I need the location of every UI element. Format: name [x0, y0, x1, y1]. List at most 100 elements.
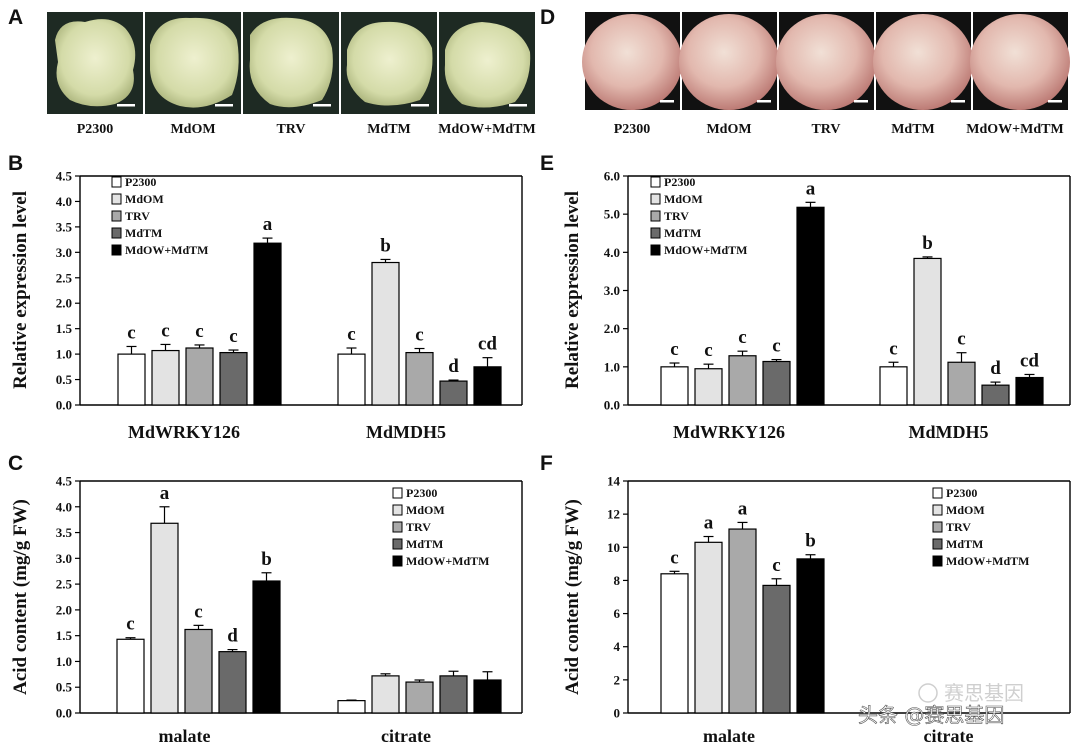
significance-letter: a: [263, 214, 273, 235]
photo-label-d-3: TRV: [811, 122, 840, 137]
legend-swatch-mdtm: [392, 538, 403, 550]
legend-label-mdom: MdOM: [125, 192, 164, 206]
y-tick-label: 2.0: [56, 602, 72, 617]
bar-trv-citrate: [405, 681, 434, 714]
y-tick-label: 0.5: [56, 372, 73, 387]
significance-letter: c: [772, 336, 780, 357]
bar-mdom-malate: [150, 522, 179, 714]
bar-mdom-malate: [694, 541, 723, 714]
photo-tile-callus-mdtm: [341, 12, 437, 114]
y-tick-label: 4.5: [56, 474, 73, 489]
y-tick-label: 2: [614, 672, 621, 687]
significance-letter: c: [347, 324, 355, 345]
y-tick-label: 3.0: [604, 283, 620, 298]
photo-tile-apple-p2300: [582, 12, 682, 110]
legend-swatch-mdtm: [932, 538, 943, 550]
legend-swatch-p2300: [650, 176, 661, 188]
legend-swatch-p2300: [111, 176, 122, 188]
significance-letter: a: [806, 178, 816, 199]
photo-label-a-4: MdTM: [367, 122, 411, 137]
legend-swatch-mdtm: [111, 227, 122, 239]
photo-tile-callus-mdow-mdtm: [439, 12, 535, 114]
y-tick-label: 3.0: [56, 245, 72, 260]
y-tick-label: 2.5: [56, 577, 73, 592]
y-axis-label: Acid content (mg/g FW): [562, 499, 583, 695]
legend-label-p2300: P2300: [406, 486, 437, 500]
bar-p2300-mdwrky126: [117, 353, 146, 406]
photo-tile-apple-mdom: [679, 12, 779, 110]
photo-label-d-5: MdOW+MdTM: [966, 122, 1063, 137]
bar-trv-mdwrky126: [728, 355, 757, 406]
bar-trv-mdmdh5: [947, 361, 976, 406]
legend-swatch-mdow-mdtm: [932, 555, 943, 567]
legend-swatch-trv: [650, 210, 661, 222]
panel-label-F: F: [540, 452, 553, 475]
y-tick-label: 6.0: [604, 169, 620, 184]
legend-label-trv: TRV: [946, 520, 971, 534]
legend-swatch-p2300: [932, 487, 943, 499]
watermark: 赛思基因 头条 @赛思基因: [858, 681, 1024, 727]
legend-label-mdom: MdOM: [664, 192, 703, 206]
photo-label-d-1: P2300: [614, 122, 651, 137]
photo-label-a-2: MdOM: [170, 122, 215, 137]
significance-letter: c: [670, 339, 678, 360]
significance-letter: a: [160, 483, 170, 504]
bar-p2300-mdmdh5: [337, 353, 366, 406]
photo-panel-A: P2300 MdOM TRV MdTM MdOW+MdTM: [47, 12, 536, 137]
photo-tile-apple-trv: [776, 12, 876, 110]
legend-swatch-mdom: [111, 193, 122, 205]
significance-letter: c: [127, 322, 135, 343]
category-label-mdmdh5: MdMDH5: [366, 422, 446, 442]
legend-swatch-trv: [392, 521, 403, 533]
y-tick-label: 4.0: [604, 245, 620, 260]
significance-letter: c: [161, 320, 169, 341]
significance-letter: c: [738, 327, 746, 348]
y-tick-label: 2.0: [604, 321, 620, 336]
legend-swatch-mdow-mdtm: [392, 555, 403, 567]
y-axis-label: Relative expression level: [562, 191, 583, 389]
bar-mdtm-mdmdh5: [981, 384, 1010, 406]
significance-letter: b: [261, 549, 272, 570]
category-label-malate: malate: [159, 726, 211, 746]
y-tick-label: 1.0: [604, 359, 620, 374]
y-tick-label: 12: [607, 507, 620, 522]
legend-swatch-mdom: [932, 504, 943, 516]
legend-label-p2300: P2300: [664, 175, 695, 189]
bar-trv-mdwrky126: [185, 347, 214, 406]
legend-label-trv: TRV: [125, 209, 150, 223]
significance-letter: cd: [1020, 350, 1039, 371]
photo-tile-apple-mdow-mdtm: [970, 12, 1070, 110]
photo-tile-callus-p2300: [47, 12, 143, 114]
significance-letter: c: [195, 321, 203, 342]
bar-p2300-mdmdh5: [879, 366, 908, 406]
photo-tile-callus-mdom: [145, 12, 241, 114]
y-tick-label: 4.5: [56, 169, 73, 184]
legend-label-mdtm: MdTM: [125, 226, 162, 240]
photo-label-a-1: P2300: [77, 122, 114, 137]
legend-label-mdom: MdOM: [946, 503, 985, 517]
bar-mdow-mdtm-malate: [796, 558, 825, 714]
legend-swatch-mdow-mdtm: [650, 244, 661, 256]
legend-label-mdom: MdOM: [406, 503, 445, 517]
y-tick-label: 1.5: [56, 321, 73, 336]
bar-mdtm-mdwrky126: [762, 360, 791, 406]
y-tick-label: 8: [614, 573, 621, 588]
bar-mdow-mdtm-mdwrky126: [253, 242, 282, 406]
legend-swatch-p2300: [392, 487, 403, 499]
photo-tile-apple-mdtm: [873, 12, 973, 110]
legend-label-mdow-mdtm: MdOW+MdTM: [406, 554, 490, 568]
panel-label-E: E: [540, 152, 554, 175]
bar-mdom-mdwrky126: [151, 349, 180, 406]
legend-label-mdow-mdtm: MdOW+MdTM: [946, 554, 1030, 568]
watermark-icon-text: 赛思基因: [944, 681, 1024, 705]
photo-label-d-4: MdTM: [891, 122, 935, 137]
bar-trv-malate: [728, 528, 757, 714]
bar-mdtm-malate: [762, 584, 791, 714]
chart-F: 0 2 4 6 8 10 12 14 Acid content (mg/g FW) malate c…: [562, 474, 1071, 746]
bar-p2300-citrate: [337, 700, 366, 714]
bar-p2300-malate: [660, 573, 689, 714]
photo-label-a-3: TRV: [276, 122, 305, 137]
photo-panel-D: P2300 MdOM TRV MdTM MdOW+MdTM: [582, 12, 1070, 137]
bar-mdom-citrate: [371, 675, 400, 714]
